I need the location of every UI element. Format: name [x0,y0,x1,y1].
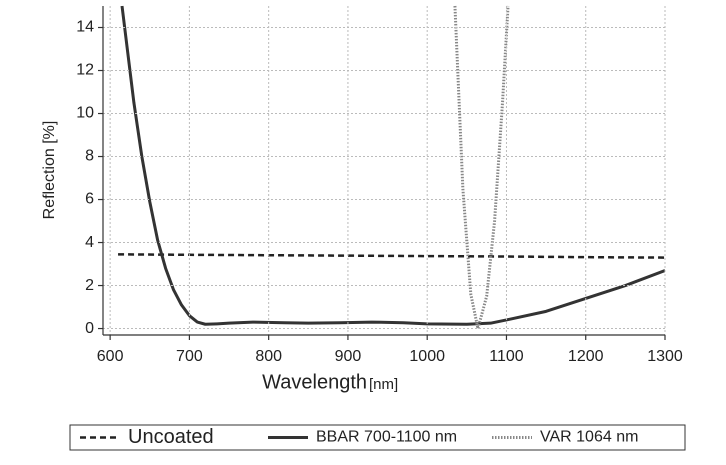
legend-box [69,424,686,451]
y-tick-label: 10 [76,105,94,122]
x-tick-label: 600 [97,348,124,365]
series-line [120,5,665,326]
x-axis-unit: [nm] [369,376,398,393]
y-tick-label: 8 [85,148,94,165]
legend-label: BBAR 700-1100 nm [316,429,457,446]
series-line [118,253,665,259]
x-tick-label: 1000 [409,348,445,365]
y-tick-label: 6 [85,191,94,208]
y-tick-label: 14 [76,19,94,36]
y-tick-label: 2 [85,277,94,294]
legend-label: VAR 1064 nm [540,429,638,446]
x-axis-label: Wavelength [262,371,367,393]
series-line [453,5,510,331]
legend-label: Uncoated [128,426,214,448]
x-tick-label: 1200 [568,348,604,365]
x-tick-label: 1100 [489,348,524,365]
x-tick-label: 800 [255,348,282,365]
y-tick-label: 0 [85,320,94,337]
y-tick-label: 4 [85,234,94,251]
x-tick-label: 700 [176,348,203,365]
x-tick-label: 1300 [647,348,683,365]
y-axis-label: Reflection [%] [41,121,58,220]
y-tick-label: 12 [76,62,94,79]
x-tick-label: 900 [335,348,362,365]
